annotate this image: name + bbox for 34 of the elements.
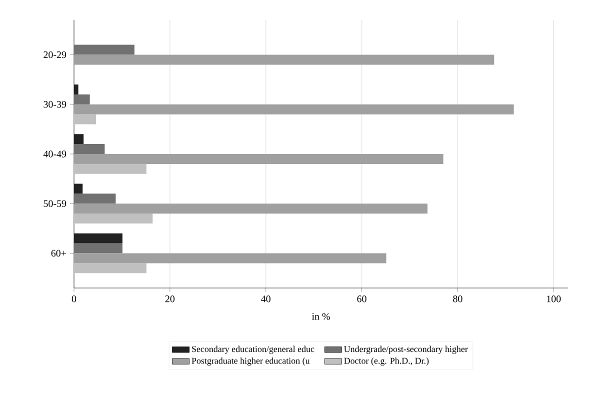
x-tick-label: 100 [547, 296, 561, 302]
bar [74, 154, 444, 164]
bar [74, 94, 90, 104]
bar [74, 44, 134, 55]
bar [74, 243, 122, 254]
legend-label: Postgraduate higher education (u [192, 357, 310, 366]
x-axis-title: in % [312, 313, 330, 320]
y-tick-label: 30-39 [44, 101, 66, 108]
legend-label: Undergrade/post-secondary higher [344, 346, 468, 354]
y-tick-label: 40-49 [43, 150, 66, 158]
x-tick-label: 60 [357, 296, 366, 302]
legend-label: Doctor (e.g. Ph.D., Dr.) [344, 357, 429, 366]
x-tick-label: 40 [261, 296, 270, 302]
bar [74, 134, 84, 144]
bar [74, 263, 146, 274]
bar [74, 194, 116, 204]
bar [74, 104, 514, 114]
bar [74, 114, 96, 124]
y-tick-label: 50-59 [44, 200, 66, 207]
bar [74, 214, 153, 224]
bar [74, 184, 83, 194]
x-tick-label: 0 [72, 296, 76, 302]
y-tick-label: 20-29 [44, 51, 66, 58]
bar [74, 233, 122, 244]
bar [74, 164, 146, 174]
bar [74, 84, 78, 94]
legend-label: Secondary education/general educ [192, 346, 314, 354]
bar [74, 204, 428, 214]
y-tick-label: 60+ [51, 250, 66, 257]
bar [74, 144, 105, 154]
bar [74, 54, 494, 65]
x-tick-label: 20 [165, 296, 175, 302]
bar [74, 253, 386, 264]
x-tick-label: 80 [453, 296, 462, 302]
